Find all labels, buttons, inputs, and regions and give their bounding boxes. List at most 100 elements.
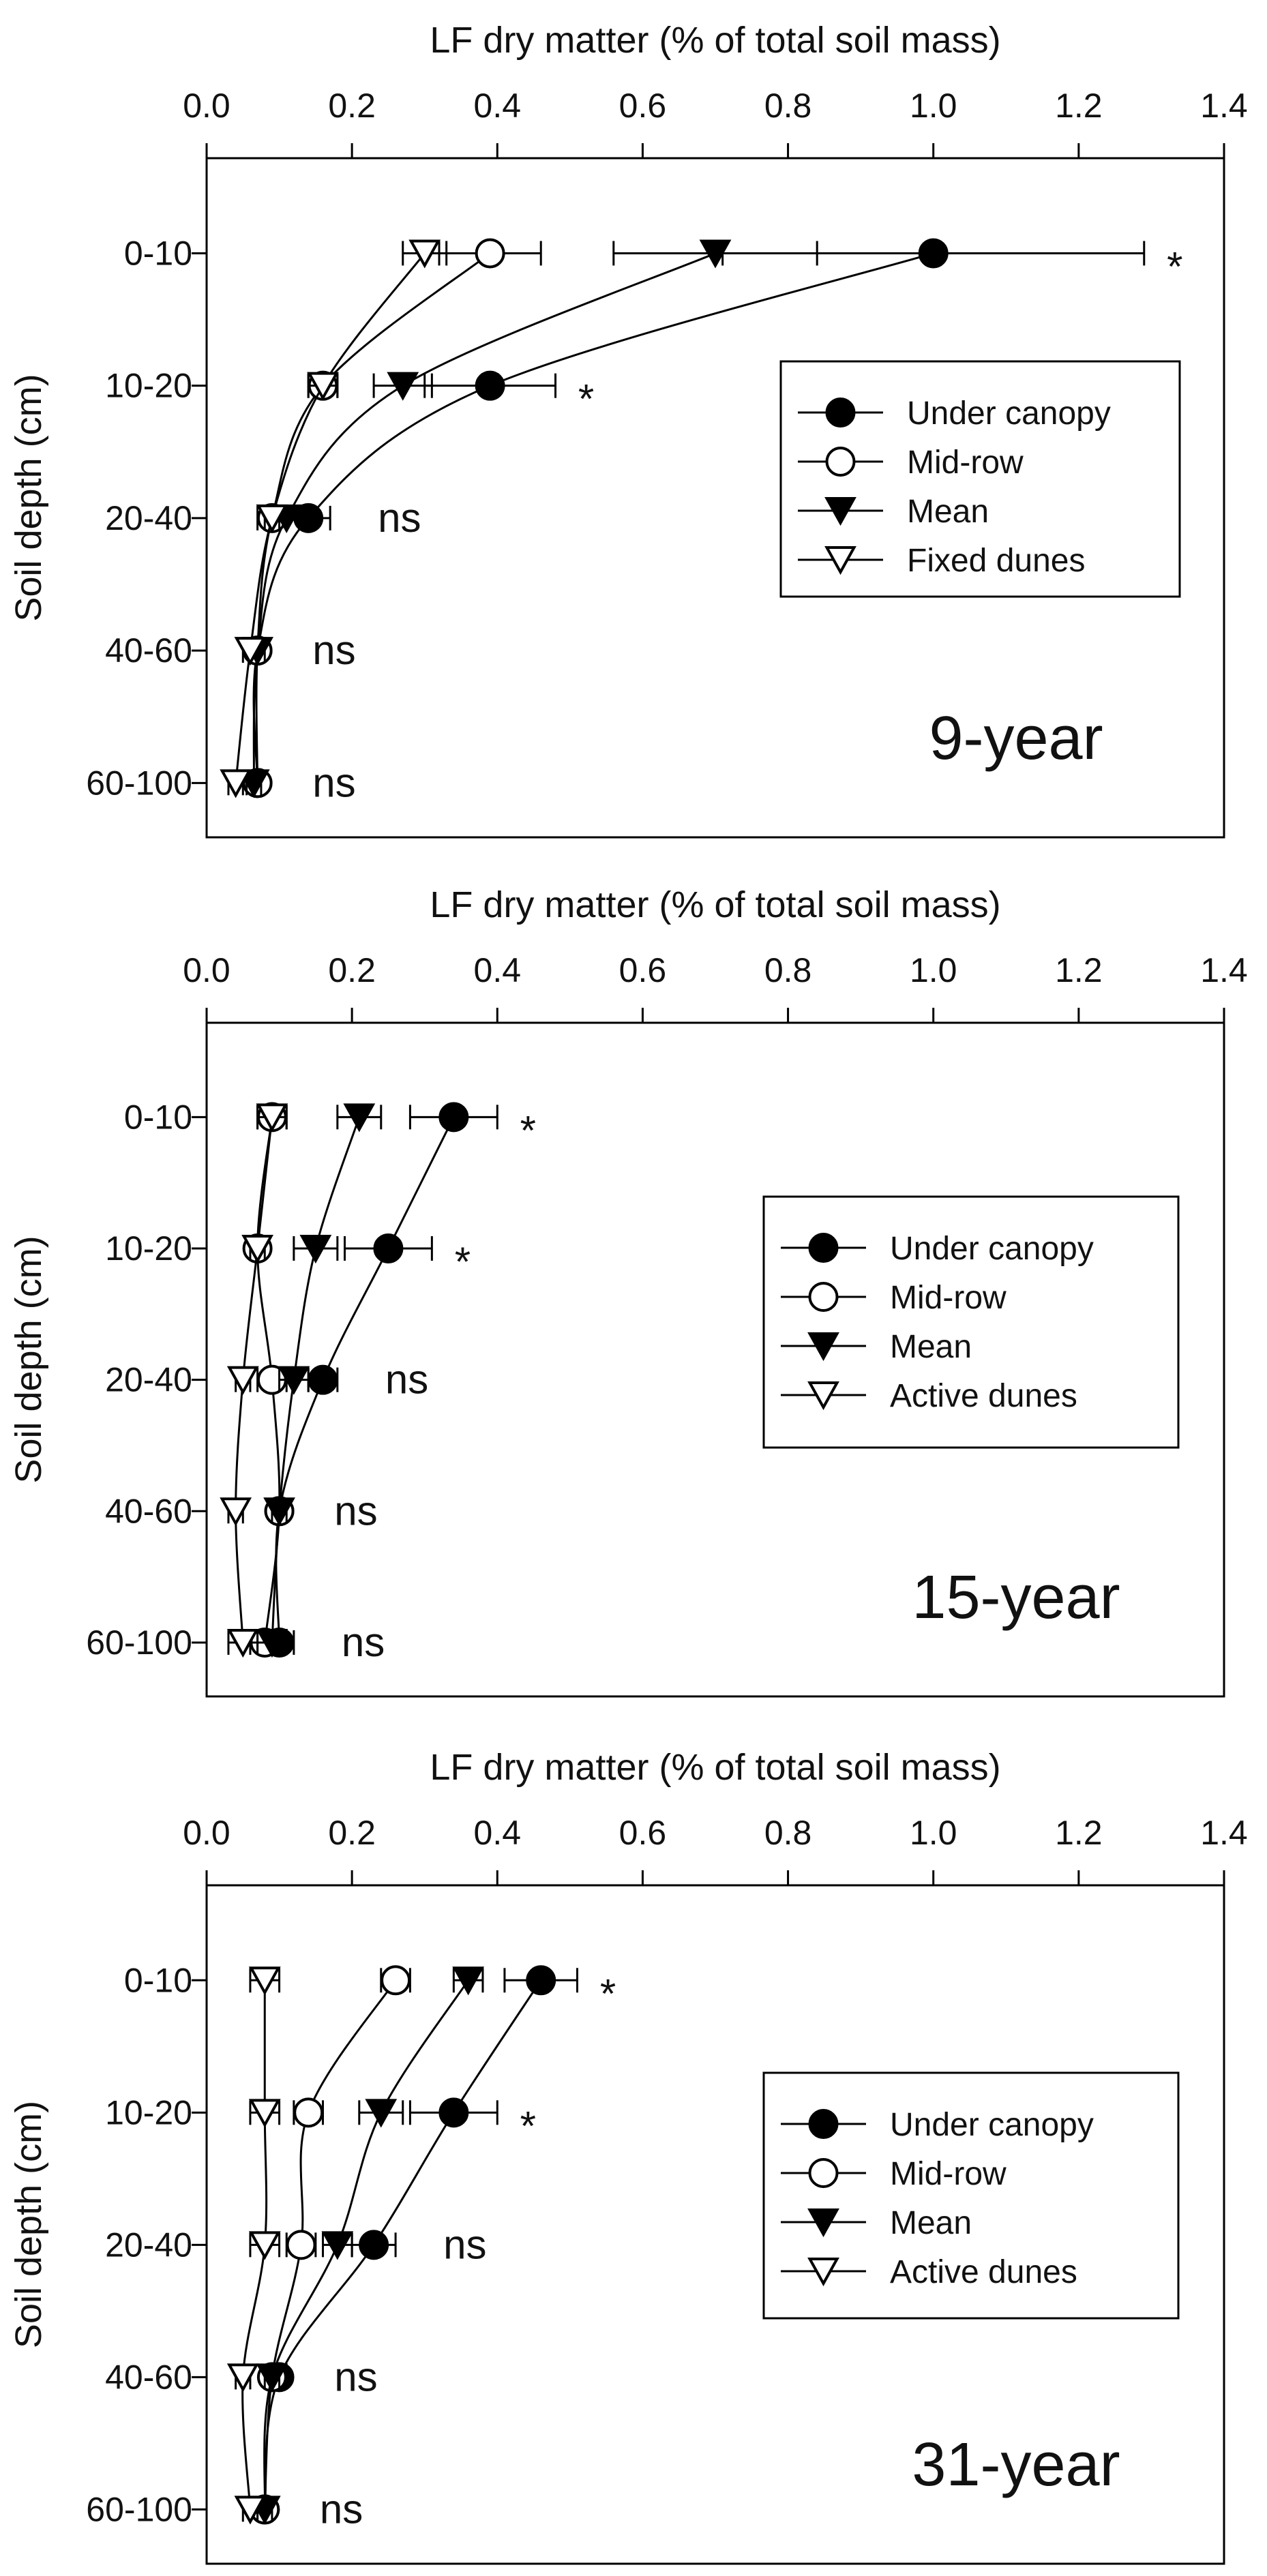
legend-marker bbox=[807, 2208, 839, 2238]
significance-label: ns bbox=[320, 2486, 363, 2532]
data-point bbox=[475, 370, 505, 401]
x-tick-label: 1.4 bbox=[1200, 1814, 1248, 1852]
data-point bbox=[234, 637, 267, 666]
x-tick-label: 1.4 bbox=[1200, 951, 1248, 989]
data-point bbox=[343, 1103, 376, 1133]
legend-label: Mean bbox=[890, 2205, 972, 2241]
legend-marker bbox=[824, 497, 856, 526]
significance-label: ns bbox=[312, 760, 355, 805]
legend-label: Mid-row bbox=[907, 445, 1024, 481]
data-point bbox=[452, 1966, 485, 1996]
x-tick-label: 0.4 bbox=[474, 1814, 522, 1852]
data-point bbox=[226, 1628, 259, 1658]
data-point bbox=[256, 2363, 288, 2393]
y-tick-label: 20-40 bbox=[105, 1361, 192, 1399]
data-point bbox=[321, 2231, 354, 2260]
legend-marker bbox=[807, 2258, 839, 2287]
data-point bbox=[387, 372, 419, 401]
significance-label: ns bbox=[342, 1619, 385, 1665]
x-tick-label: 1.2 bbox=[1055, 87, 1103, 125]
significance-label: ns bbox=[334, 2354, 377, 2399]
data-point bbox=[256, 1103, 288, 1133]
x-tick-label: 0.2 bbox=[328, 87, 376, 125]
data-point bbox=[475, 238, 505, 269]
series-line bbox=[252, 252, 716, 783]
y-tick-label: 10-20 bbox=[105, 1229, 192, 1268]
panel-9-year: LF dry matter (% of total soil mass) 0.0 0… bbox=[8, 20, 1248, 839]
legend-label: Under canopy bbox=[890, 2107, 1094, 2143]
legend-marker bbox=[808, 2109, 839, 2139]
x-tick-label: 0.0 bbox=[183, 1814, 230, 1852]
legend: Under canopy Mid-row Mean Active dunes bbox=[762, 1195, 1180, 1449]
legend-marker bbox=[824, 546, 856, 575]
data-point bbox=[256, 1628, 288, 1658]
legend-label: Fixed dunes bbox=[907, 543, 1086, 579]
y-tick-label: 20-40 bbox=[105, 2226, 192, 2264]
data-point bbox=[307, 372, 339, 401]
x-tick-label: 0.6 bbox=[619, 951, 667, 989]
plot-frame bbox=[205, 1021, 1225, 1698]
data-point bbox=[248, 1966, 281, 1996]
legend-label: Under canopy bbox=[890, 1231, 1094, 1267]
significance-label: * bbox=[455, 1239, 471, 1285]
legend-marker bbox=[808, 1282, 839, 1312]
significance-label: ns bbox=[385, 1357, 428, 1403]
x-tick-label: 0.2 bbox=[328, 1814, 376, 1852]
x-axis-title: LF dry matter (% of total soil mass) bbox=[430, 884, 1000, 925]
x-tick-label: 1.0 bbox=[910, 951, 957, 989]
data-point bbox=[248, 2099, 281, 2128]
data-point bbox=[220, 1497, 252, 1527]
y-axis-title: Soil depth (cm) bbox=[8, 1235, 49, 1483]
plot-frame bbox=[205, 157, 1225, 839]
data-point bbox=[699, 239, 732, 269]
legend-label: Mid-row bbox=[890, 2156, 1007, 2192]
data-point bbox=[373, 1233, 404, 1263]
significance-label: * bbox=[600, 1971, 616, 2016]
x-tick-label: 0.2 bbox=[328, 951, 376, 989]
x-tick-label: 0.4 bbox=[474, 951, 522, 989]
significance-label: * bbox=[520, 2103, 536, 2148]
x-tick-label: 1.0 bbox=[910, 1814, 957, 1852]
y-tick-label: 40-60 bbox=[105, 1492, 192, 1530]
significance-label: ns bbox=[334, 1488, 377, 1533]
y-tick-label: 20-40 bbox=[105, 499, 192, 537]
y-tick-label: 60-100 bbox=[86, 2490, 192, 2528]
significance-label: ns bbox=[312, 627, 355, 673]
data-point bbox=[220, 769, 252, 798]
x-tick-label: 0.8 bbox=[764, 951, 812, 989]
data-point bbox=[308, 1364, 338, 1395]
data-point bbox=[286, 2230, 316, 2260]
data-point bbox=[359, 2230, 389, 2260]
y-tick-label: 0-10 bbox=[124, 234, 192, 272]
legend-marker bbox=[808, 2158, 839, 2188]
data-point bbox=[263, 1497, 295, 1527]
data-point bbox=[438, 2097, 469, 2128]
panel-label: 15-year bbox=[912, 1563, 1120, 1632]
y-axis-title: Soil depth (cm) bbox=[8, 374, 49, 621]
data-point bbox=[365, 2099, 398, 2128]
legend-marker bbox=[825, 447, 856, 477]
x-tick-label: 1.2 bbox=[1055, 951, 1103, 989]
series-active-dunes bbox=[220, 1103, 288, 1658]
data-point bbox=[241, 1234, 273, 1264]
panel-label: 9-year bbox=[929, 704, 1103, 773]
x-tick-label: 1.4 bbox=[1200, 87, 1248, 125]
y-axis-title: Soil depth (cm) bbox=[8, 2101, 49, 2348]
y-tick-label: 60-100 bbox=[86, 764, 192, 802]
significance-label: * bbox=[520, 1107, 536, 1153]
x-tick-label: 0.0 bbox=[183, 951, 230, 989]
legend-marker bbox=[807, 1381, 839, 1411]
y-tick-label: 60-100 bbox=[86, 1623, 192, 1662]
data-point bbox=[381, 1965, 411, 1996]
legend-label: Mean bbox=[907, 494, 989, 530]
data-point bbox=[256, 504, 288, 533]
data-point bbox=[226, 1366, 259, 1395]
x-tick-label: 0.4 bbox=[474, 87, 522, 125]
data-point bbox=[248, 2231, 281, 2260]
plot-frame bbox=[205, 1884, 1225, 2565]
data-point bbox=[278, 1366, 310, 1395]
x-tick-label: 0.8 bbox=[764, 87, 812, 125]
series-active-dunes bbox=[226, 1966, 281, 2525]
x-tick-label: 0.8 bbox=[764, 1814, 812, 1852]
legend-label: Mid-row bbox=[890, 1280, 1007, 1316]
